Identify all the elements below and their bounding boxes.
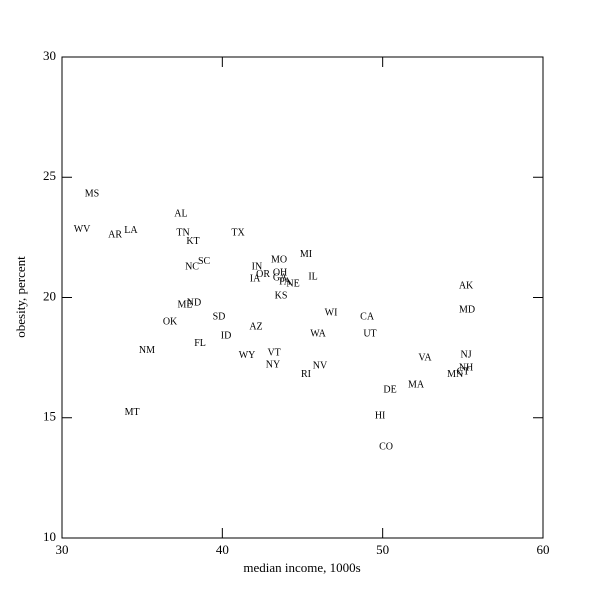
point-label: CA [360, 311, 375, 322]
point-label: IL [308, 271, 317, 282]
point-label: NV [313, 360, 328, 371]
x-tick-label: 50 [376, 542, 389, 557]
point-label: NJ [460, 349, 471, 360]
point-label: KT [186, 236, 199, 247]
point-label: MD [459, 304, 475, 315]
point-label: NY [266, 359, 280, 370]
point-label: IN [252, 261, 263, 272]
plot-frame [61, 56, 544, 539]
point-label: MA [408, 379, 425, 390]
point-label: PA [279, 276, 292, 287]
point-label: NC [185, 261, 199, 272]
point-label: FL [194, 338, 206, 349]
y-tick-label: 30 [43, 48, 56, 63]
point-label: ND [187, 297, 201, 308]
x-axis-label: median income, 1000s [243, 560, 360, 575]
point-label: SD [213, 311, 226, 322]
y-tick-label: 15 [43, 409, 56, 424]
point-label: NH [459, 362, 473, 373]
point-label: TX [231, 227, 245, 238]
point-label: DE [383, 384, 396, 395]
point-label: NE [286, 278, 299, 289]
point-label: MS [85, 188, 99, 199]
point-label: OH [273, 267, 287, 278]
point-label: MI [300, 249, 312, 260]
point-label: SC [198, 256, 211, 267]
point-label: RI [301, 369, 311, 380]
point-label: WI [325, 307, 338, 318]
point-label: HI [375, 410, 386, 421]
point-label: WY [239, 350, 256, 361]
point-label: AZ [249, 321, 262, 332]
point-label: VT [267, 347, 280, 358]
point-label: IA [250, 273, 261, 284]
point-label: GA [273, 272, 288, 283]
point-label: CO [379, 441, 393, 452]
point-label: AK [459, 280, 474, 291]
x-tick-label: 40 [216, 542, 229, 557]
point-label: UT [363, 328, 376, 339]
point-label: LA [124, 225, 138, 236]
x-tick-label: 30 [56, 542, 69, 557]
y-tick-label: 10 [43, 529, 56, 544]
point-label: VA [418, 352, 432, 363]
point-label: ME [177, 299, 192, 310]
x-tick-label: 60 [537, 542, 550, 557]
point-label: WV [74, 224, 91, 235]
point-label: MO [271, 254, 287, 265]
y-axis-label: obesity, percent [13, 256, 28, 338]
point-label: AR [108, 229, 122, 240]
point-label: NM [139, 345, 155, 356]
y-tick-label: 20 [43, 288, 56, 303]
point-label: WA [310, 328, 326, 339]
point-label: OK [163, 316, 178, 327]
point-label: CT [457, 366, 470, 377]
point-label: MN [447, 369, 463, 380]
point-label: KS [275, 290, 288, 301]
point-label: AL [174, 208, 187, 219]
point-label: OR [256, 269, 270, 280]
point-label: MT [125, 407, 140, 418]
point-label: TN [176, 227, 189, 238]
point-label: ID [221, 330, 232, 341]
y-tick-label: 25 [43, 168, 56, 183]
